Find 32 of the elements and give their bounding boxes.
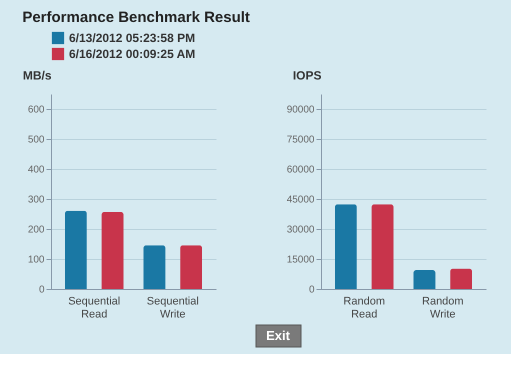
bar [143, 245, 166, 289]
y-tick-label: 100 [28, 254, 45, 266]
y-tick-label: 600 [28, 104, 45, 116]
bar [64, 210, 87, 289]
y-tick-label: 500 [28, 134, 45, 146]
bar [372, 204, 394, 289]
legend-label: 6/16/2012 00:09:25 AM [69, 47, 196, 61]
y-tick-label: 90000 [286, 104, 315, 116]
y-axis-title: IOPS [292, 68, 322, 82]
bar [450, 268, 472, 289]
bar [413, 270, 436, 289]
y-tick-label: 300 [28, 194, 45, 206]
x-tick-label: Random Read [343, 296, 386, 320]
y-tick-label: 45000 [286, 194, 315, 206]
x-tick-label: Sequential Write [146, 296, 199, 320]
y-tick-label: 15000 [286, 254, 315, 266]
x-tick-label: Sequential Read [68, 296, 120, 320]
x-tick-label: Random Write [422, 296, 464, 320]
y-tick-label: 30000 [286, 224, 315, 236]
bar [102, 212, 124, 289]
bar [334, 204, 357, 289]
y-axis-title: MB/s [22, 68, 52, 82]
y-tick-label: 400 [28, 164, 45, 176]
y-tick-label: 0 [38, 284, 45, 296]
legend-label: 6/13/2012 05:23:58 PM [69, 31, 196, 45]
y-tick-label: 60000 [286, 164, 315, 176]
y-tick-label: 0 [308, 284, 315, 296]
chart-title: Performance Benchmark Result [22, 9, 250, 26]
bar [180, 245, 202, 289]
y-tick-label: 200 [28, 224, 45, 236]
text: Exit [266, 328, 291, 343]
y-tick-label: 75000 [286, 134, 315, 146]
